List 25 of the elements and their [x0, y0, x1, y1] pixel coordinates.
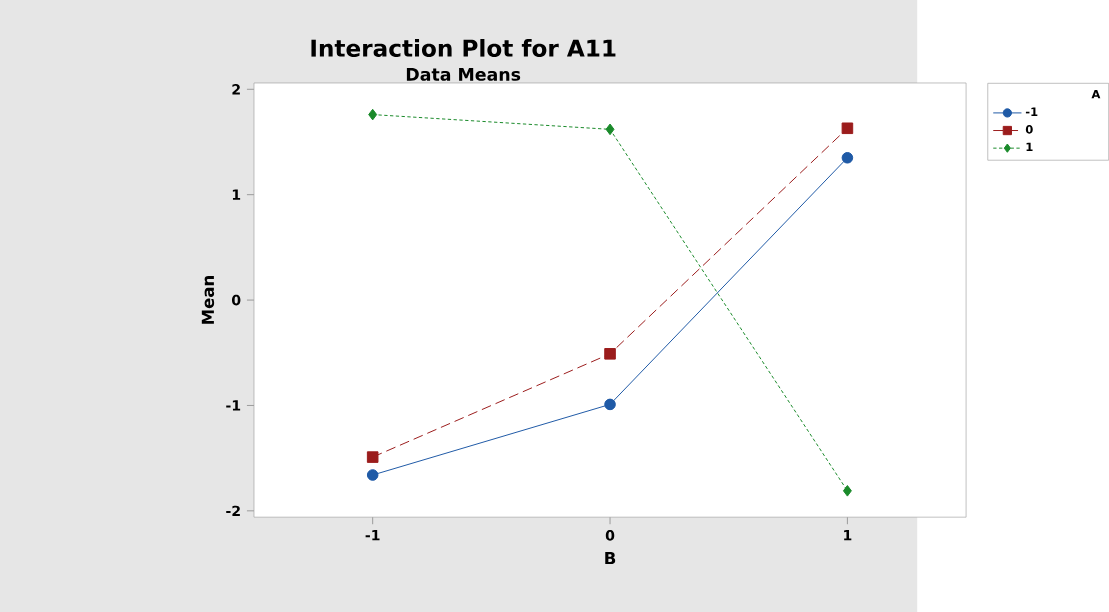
point: [366, 451, 379, 463]
y-tick-label: -1: [226, 400, 241, 411]
y-tick-label: -2: [226, 505, 240, 517]
point: [366, 469, 379, 481]
x-tick-label: 0: [605, 530, 615, 541]
point: [842, 485, 852, 497]
chart-subtitle: Data Means: [406, 67, 521, 81]
legend-label: -1: [1025, 107, 1038, 116]
point: [605, 123, 615, 136]
point: [841, 122, 854, 135]
y-tick-label: 0: [231, 294, 241, 306]
y-tick-label: 1: [232, 189, 241, 200]
x-tick-label: -1: [365, 530, 380, 541]
y-tick-label: 2: [232, 84, 240, 95]
point: [841, 152, 854, 164]
point: [604, 348, 616, 360]
point: [604, 398, 616, 411]
legend-label: 0: [1025, 125, 1033, 134]
legend-label: 1: [1026, 142, 1033, 152]
x-axis-title: B: [605, 552, 616, 565]
y-axis-title: Mean: [201, 276, 215, 324]
legend-title: A: [1091, 89, 1101, 99]
x-tick-label: 1: [844, 530, 852, 541]
chart-title: Interaction Plot for A11: [311, 39, 616, 57]
point: [368, 108, 378, 121]
